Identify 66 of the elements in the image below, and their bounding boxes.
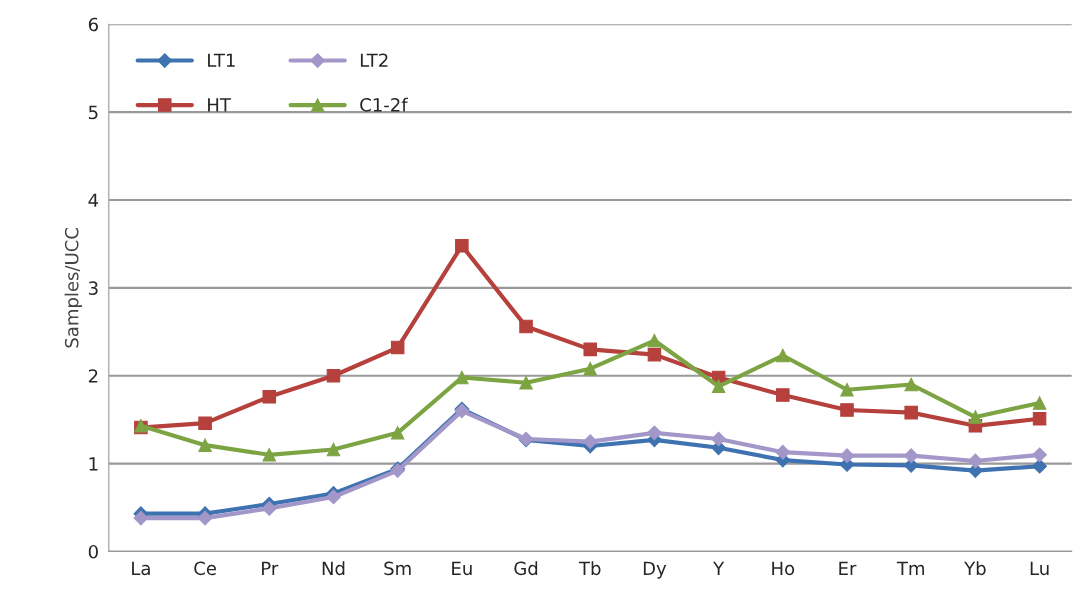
point xyxy=(647,333,662,348)
point xyxy=(455,238,469,253)
x-tick-label: La xyxy=(132,561,150,576)
point xyxy=(519,375,533,390)
point xyxy=(840,403,854,417)
y-tick-label: 5 xyxy=(88,105,98,120)
point xyxy=(390,340,405,355)
x-tick-label: Tb xyxy=(578,561,601,576)
point xyxy=(711,379,726,394)
point xyxy=(903,448,919,464)
point xyxy=(326,368,341,383)
legend-label: C1-2f xyxy=(360,97,408,112)
x-tick-label: Ho xyxy=(772,561,795,576)
point xyxy=(1032,458,1047,474)
point xyxy=(968,410,983,424)
x-tick-label: Y xyxy=(713,561,725,575)
point xyxy=(455,370,469,385)
point xyxy=(1032,412,1047,426)
x-tick-label: Gd xyxy=(514,561,538,576)
x-tick-label: Tm xyxy=(896,561,924,575)
x-tick-label: Eu xyxy=(452,561,472,576)
y-tick-label: 0 xyxy=(88,544,98,559)
point xyxy=(647,347,662,362)
point xyxy=(840,383,854,397)
x-tick-label: Ce xyxy=(194,561,216,576)
point xyxy=(1032,447,1047,463)
x-tick-label: Nd xyxy=(322,561,345,576)
point xyxy=(775,444,791,460)
x-tick-label: Pr xyxy=(262,561,279,575)
point xyxy=(197,510,213,526)
point xyxy=(519,319,533,334)
y-tick-label: 3 xyxy=(88,281,98,295)
point xyxy=(261,501,277,516)
y-axis-title: Samples/UCC xyxy=(64,228,83,348)
point xyxy=(583,342,598,357)
point xyxy=(262,448,277,462)
x-tick-label: Yb xyxy=(964,561,986,576)
legend-label: LT2 xyxy=(360,53,388,67)
y-tick-label: 6 xyxy=(88,17,98,32)
point xyxy=(326,489,341,505)
y-tick-label: 2 xyxy=(88,369,98,383)
x-tick-label: Er xyxy=(839,561,857,575)
point xyxy=(198,416,212,430)
point xyxy=(198,438,212,452)
y-tick-label: 1 xyxy=(89,457,98,471)
point xyxy=(133,510,149,526)
point xyxy=(904,377,918,392)
legend-label: HT xyxy=(208,98,231,112)
point xyxy=(583,361,598,376)
point xyxy=(904,405,918,420)
point xyxy=(1032,396,1047,410)
point xyxy=(776,388,790,402)
point xyxy=(776,348,790,363)
point xyxy=(326,442,341,457)
y-tick-label: 4 xyxy=(88,193,99,207)
point xyxy=(839,448,855,464)
point xyxy=(582,434,598,450)
x-tick-label: Dy xyxy=(643,561,667,579)
legend-label: LT1 xyxy=(208,53,235,67)
point xyxy=(390,426,405,440)
point xyxy=(262,390,277,404)
point xyxy=(647,425,662,441)
x-tick-label: Sm xyxy=(384,561,411,576)
x-tick-label: Lu xyxy=(1030,561,1049,576)
point xyxy=(968,453,983,469)
point xyxy=(711,431,727,447)
